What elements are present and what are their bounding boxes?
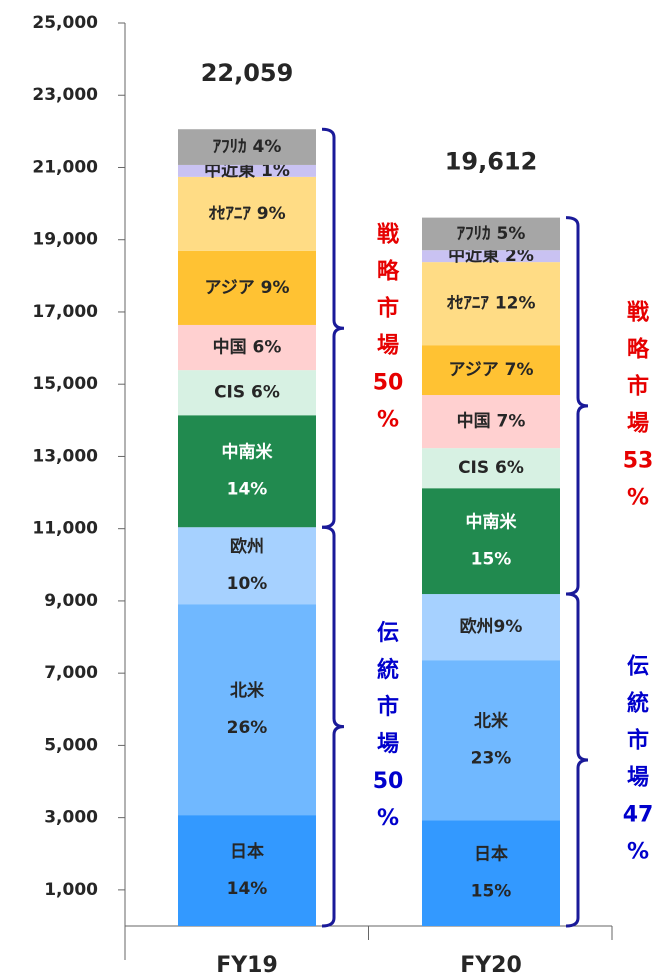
bar-segment <box>422 448 560 489</box>
segment-label: 中南米 <box>222 442 274 463</box>
segment-label: 中近東 2% <box>448 245 534 266</box>
annotation: 統 <box>377 657 399 683</box>
total-label: 19,612 <box>445 148 538 176</box>
annotation: 統 <box>627 691 649 717</box>
annotation: 伝 <box>377 621 399 646</box>
annotation: % <box>627 485 649 510</box>
bar-segment <box>422 345 560 396</box>
segment-label: 欧州 <box>230 536 264 557</box>
brace <box>321 525 345 928</box>
y-tick-label: 17,000 <box>32 302 98 322</box>
annotation: 場 <box>627 766 649 791</box>
annotation: 場 <box>627 411 649 436</box>
segment-label: 中国 7% <box>457 411 526 432</box>
brace <box>321 127 345 529</box>
segment-label: ｱﾌﾘｶ 4% <box>213 137 282 157</box>
annotation: 戦 <box>377 223 400 248</box>
y-tick-label: 9,000 <box>44 591 98 611</box>
segment-label: 中国 6% <box>213 337 282 358</box>
annotation: % <box>627 840 649 865</box>
annotation: 市 <box>627 373 649 399</box>
annotation: 50 <box>373 769 404 794</box>
annotation: 伝 <box>627 655 649 680</box>
bar-segment <box>178 164 316 177</box>
segment-label: 14% <box>227 480 268 500</box>
annotation: 略 <box>627 336 650 362</box>
bar-segment <box>422 820 560 926</box>
y-tick-label: 19,000 <box>32 230 98 250</box>
annotation: % <box>377 408 399 433</box>
bar-segment <box>422 250 560 263</box>
segment-label: 26% <box>227 718 268 738</box>
annotation: 市 <box>377 296 399 322</box>
annotation: 戦 <box>627 300 650 325</box>
segment-label: 欧州9% <box>460 616 523 637</box>
total-label: 22,059 <box>201 59 294 87</box>
annotation: 略 <box>377 259 400 285</box>
segment-label: ｱﾌﾘｶ 5% <box>457 224 526 244</box>
y-tick-label: 23,000 <box>32 85 98 105</box>
y-tick-label: 1,000 <box>44 880 98 900</box>
bar-segment <box>178 324 316 371</box>
annotation: 50 <box>373 371 404 396</box>
bar-segment <box>422 262 560 346</box>
bar-segment <box>178 604 316 816</box>
bar-segment <box>178 415 316 528</box>
y-tick-label: 13,000 <box>32 446 98 466</box>
segment-label: 中近東 1% <box>204 160 290 181</box>
bar-segment <box>178 176 316 251</box>
y-tick-label: 25,000 <box>32 13 98 33</box>
segment-label: 14% <box>227 879 268 899</box>
annotation: 場 <box>377 334 399 359</box>
bar-segment <box>422 488 560 595</box>
segment-label: 北米 <box>230 680 265 701</box>
annotation: 場 <box>377 732 399 757</box>
segment-label: 中南米 <box>466 512 518 533</box>
y-tick-label: 15,000 <box>32 374 98 394</box>
bar-segment <box>178 250 316 325</box>
bar-segment <box>422 395 560 449</box>
annotation: 市 <box>627 728 649 754</box>
bar-segment <box>178 129 316 165</box>
segment-label: 北米 <box>474 711 509 732</box>
y-tick-label: 5,000 <box>44 735 98 755</box>
segment-label: アジア 9% <box>204 278 289 298</box>
segment-label: 23% <box>471 749 512 769</box>
segment-label: CIS 6% <box>458 458 524 478</box>
segment-label: 10% <box>227 574 268 594</box>
bar-segment <box>178 815 316 926</box>
segment-label: ｵｾｱﾆｱ 9% <box>208 204 285 224</box>
brace <box>565 216 589 596</box>
segment-label: 日本 <box>474 844 508 865</box>
segment-label: CIS 6% <box>214 383 280 403</box>
bar-segment <box>422 660 560 821</box>
y-tick-label: 11,000 <box>32 519 98 539</box>
x-tick-label: FY20 <box>460 953 522 978</box>
bar-segment <box>178 370 316 416</box>
y-tick-label: 3,000 <box>44 808 98 828</box>
annotation: 53 <box>623 448 654 473</box>
annotation: 市 <box>377 694 399 720</box>
y-tick-label: 7,000 <box>44 663 98 683</box>
bar-segment <box>422 217 560 251</box>
segment-label: アジア 7% <box>448 360 533 380</box>
segment-label: 日本 <box>230 841 264 862</box>
bar-segment <box>178 527 316 605</box>
segment-label: 15% <box>471 882 512 902</box>
annotation: % <box>377 806 399 831</box>
brace <box>565 592 589 928</box>
annotation: 47 <box>623 803 654 828</box>
segment-label: 15% <box>471 550 512 570</box>
segment-label: ｵｾｱﾆｱ 12% <box>446 294 535 314</box>
y-tick-label: 21,000 <box>32 157 98 177</box>
x-tick-label: FY19 <box>216 953 278 978</box>
bar-segment <box>422 594 560 661</box>
